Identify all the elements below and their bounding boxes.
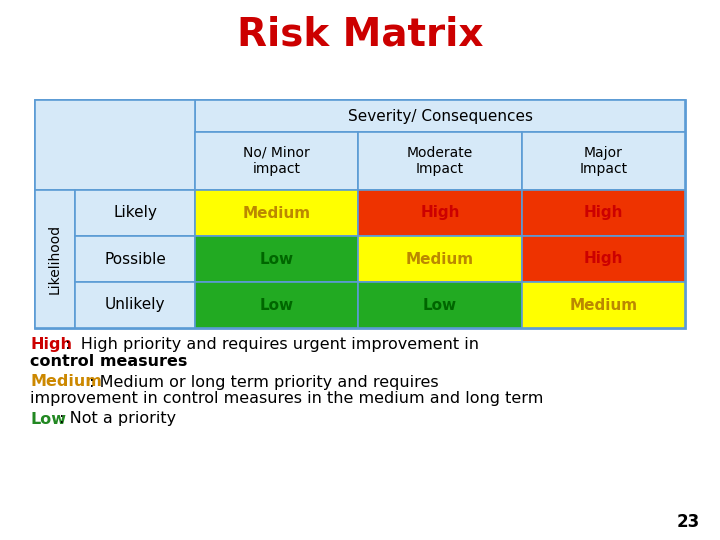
Bar [75, 282, 195, 328]
Text: Medium: Medium [30, 375, 102, 389]
Bar [195, 236, 359, 282]
Text: High: High [420, 206, 460, 220]
Text: Medium: Medium [406, 252, 474, 267]
Bar [522, 132, 685, 190]
Text: : Not a priority: : Not a priority [54, 411, 176, 427]
Text: Low: Low [260, 298, 294, 313]
Bar [75, 236, 195, 282]
Text: improvement in control measures in the medium and long term: improvement in control measures in the m… [30, 392, 544, 407]
Bar [75, 190, 195, 236]
Bar [359, 282, 522, 328]
Bar [35, 100, 685, 328]
Text: : Medium or long term priority and requires: : Medium or long term priority and requi… [84, 375, 438, 389]
Bar [359, 132, 522, 190]
Bar [195, 100, 685, 132]
Text: Medium: Medium [570, 298, 637, 313]
Bar [35, 100, 195, 190]
Text: Low: Low [260, 252, 294, 267]
Bar [195, 190, 359, 236]
Bar [195, 132, 359, 190]
Text: Likely: Likely [113, 206, 157, 220]
Bar [522, 190, 685, 236]
Bar [522, 282, 685, 328]
Text: Likelihood: Likelihood [48, 224, 62, 294]
Text: Low: Low [30, 411, 66, 427]
Bar [359, 236, 522, 282]
Text: Possible: Possible [104, 252, 166, 267]
Bar [195, 282, 359, 328]
Text: High: High [30, 338, 72, 353]
Text: Risk Matrix: Risk Matrix [237, 16, 483, 54]
Text: No/ Minor
impact: No/ Minor impact [243, 146, 310, 176]
Text: Low: Low [423, 298, 457, 313]
Text: Medium: Medium [243, 206, 311, 220]
Text: 23: 23 [677, 513, 700, 531]
Bar [359, 190, 522, 236]
Bar [35, 190, 75, 328]
Text: Moderate
Impact: Moderate Impact [407, 146, 473, 176]
Text: :  High priority and requires urgent improvement in: : High priority and requires urgent impr… [60, 338, 479, 353]
Text: High: High [584, 206, 623, 220]
Text: control measures: control measures [30, 354, 187, 369]
Text: Severity/ Consequences: Severity/ Consequences [348, 109, 533, 124]
Text: Major
Impact: Major Impact [580, 146, 627, 176]
Text: High: High [584, 252, 623, 267]
Text: Unlikely: Unlikely [104, 298, 166, 313]
Bar [522, 236, 685, 282]
